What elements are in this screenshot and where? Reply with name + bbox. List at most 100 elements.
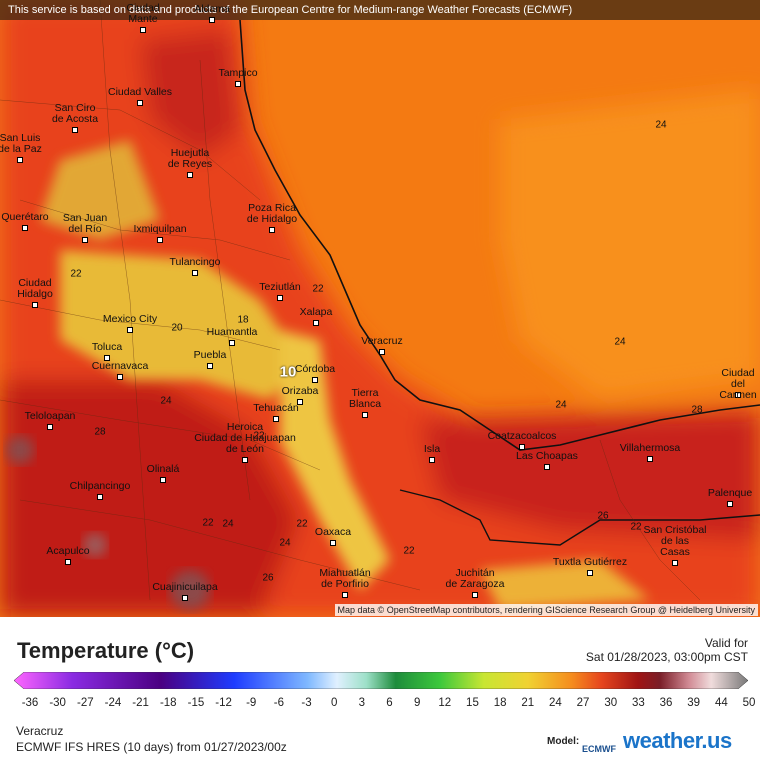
colorbar-tick-label: -30 bbox=[49, 697, 66, 709]
city-label: Huamantla bbox=[206, 326, 258, 338]
city-marker bbox=[117, 374, 123, 380]
city-label: Las Choapas bbox=[516, 450, 578, 462]
city-marker bbox=[342, 592, 348, 598]
city-label: Huejutla de Reyes bbox=[167, 147, 213, 170]
city-label: Cuajinicuilapa bbox=[152, 581, 218, 593]
city-label: Cuernavaca bbox=[91, 360, 149, 372]
contour-label: 22 bbox=[253, 430, 265, 442]
colorbar-tick-label: -27 bbox=[76, 697, 94, 709]
city-label: Toluca bbox=[91, 341, 123, 353]
city-label: San Juan del Río bbox=[62, 212, 108, 235]
city-marker bbox=[140, 27, 146, 33]
city-label: Mexico City bbox=[102, 313, 158, 325]
city-marker bbox=[207, 363, 213, 369]
city-marker bbox=[672, 560, 678, 566]
city-marker bbox=[313, 320, 319, 326]
colorbar-tick-label: 30 bbox=[604, 697, 618, 709]
map-attribution: Map data © OpenStreetMap contributors, r… bbox=[334, 604, 758, 616]
contour-label: 24 bbox=[655, 119, 667, 131]
city-label: Oaxaca bbox=[314, 526, 352, 538]
colorbar-tick-label: 9 bbox=[413, 697, 421, 709]
colorbar-tick-label: 50 bbox=[742, 697, 756, 709]
city-label: San Luis de la Paz bbox=[0, 132, 42, 155]
colorbar-tick-label: -3 bbox=[301, 697, 312, 709]
city-label: Ciudad Valles bbox=[107, 86, 173, 98]
city-marker bbox=[297, 399, 303, 405]
city-label: Querétaro bbox=[1, 211, 49, 223]
city-marker bbox=[362, 412, 368, 418]
contour-label: 26 bbox=[262, 572, 274, 584]
model-label: Model: bbox=[547, 736, 580, 747]
city-label: Teloloapan bbox=[24, 410, 76, 422]
data-source-banner: This service is based on data and produc… bbox=[0, 0, 760, 20]
city-label: Olinalá bbox=[146, 463, 180, 475]
contour-label: 26 bbox=[597, 510, 609, 522]
city-label: Ciudad del Carmen bbox=[719, 367, 757, 401]
city-marker bbox=[269, 227, 275, 233]
city-marker bbox=[235, 81, 241, 87]
colorbar-tick-label: 0 bbox=[330, 697, 338, 709]
valid-label: Valid for bbox=[704, 636, 748, 650]
colorbar bbox=[14, 672, 748, 689]
city-marker bbox=[519, 444, 525, 450]
city-marker bbox=[187, 172, 193, 178]
city-label: Coatzacoalcos bbox=[487, 430, 557, 442]
colorbar-tick-label: 39 bbox=[687, 697, 701, 709]
contour-label: 24 bbox=[279, 537, 291, 549]
city-label: Tulancingo bbox=[169, 256, 221, 268]
city-marker bbox=[209, 17, 215, 23]
city-label: Ciudad Hidalgo bbox=[17, 277, 53, 300]
location-name: Veracruz bbox=[16, 724, 64, 738]
colorbar-tick-label: -18 bbox=[159, 697, 177, 709]
city-marker bbox=[72, 127, 78, 133]
city-marker bbox=[157, 237, 163, 243]
contour-label: 22 bbox=[630, 521, 642, 533]
city-marker bbox=[97, 494, 103, 500]
colorbar-tick-label: -12 bbox=[215, 697, 232, 709]
colorbar-tick-label: 33 bbox=[631, 697, 645, 709]
colorbar-tick-label: -15 bbox=[187, 697, 205, 709]
city-marker bbox=[32, 302, 38, 308]
contour-label: 22 bbox=[403, 545, 415, 557]
city-marker bbox=[273, 416, 279, 422]
city-label: San Cristóbal de las Casas bbox=[643, 524, 707, 558]
city-marker bbox=[242, 457, 248, 463]
city-label: Heroica Ciudad de Huajuapan de León bbox=[194, 421, 296, 455]
contour-label: 22 bbox=[312, 283, 324, 295]
city-label: Tierra Blanca bbox=[348, 387, 382, 410]
city-marker bbox=[429, 457, 435, 463]
legend-title: Temperature (°C) bbox=[17, 638, 195, 663]
temperature-field bbox=[0, 0, 760, 617]
city-label: Villahermosa bbox=[619, 442, 681, 454]
contour-label: 22 bbox=[202, 517, 214, 529]
city-marker bbox=[330, 540, 336, 546]
city-marker bbox=[229, 340, 235, 346]
city-label: Juchitán de Zaragoza bbox=[445, 567, 505, 590]
city-marker bbox=[160, 477, 166, 483]
city-label: Ciudad Mante bbox=[126, 2, 160, 25]
colorbar-tick-label: -36 bbox=[21, 697, 39, 709]
city-label: Córdoba bbox=[294, 363, 336, 375]
colorbar-tick-label: 24 bbox=[549, 697, 562, 709]
city-marker bbox=[104, 355, 110, 361]
city-label: San Ciro de Acosta bbox=[51, 102, 99, 125]
ecmwf-logo: ECMWF bbox=[582, 744, 616, 754]
city-marker bbox=[65, 559, 71, 565]
city-marker bbox=[82, 237, 88, 243]
city-marker bbox=[192, 270, 198, 276]
contour-label: 20 bbox=[171, 322, 183, 334]
city-marker bbox=[17, 157, 23, 163]
colorbar-tick-label: 18 bbox=[493, 697, 507, 709]
city-marker bbox=[472, 592, 478, 598]
city-marker bbox=[727, 501, 733, 507]
city-label: Poza Rica de Hidalgo bbox=[246, 202, 298, 225]
brand-logo[interactable]: weather.us bbox=[623, 728, 732, 753]
city-label: Aldama bbox=[194, 3, 230, 15]
colorbar-tick-label: 27 bbox=[576, 697, 590, 709]
city-marker bbox=[647, 456, 653, 462]
city-label: Tehuacán bbox=[253, 402, 299, 414]
city-label: Isla bbox=[423, 443, 441, 455]
city-marker bbox=[312, 377, 318, 383]
contour-label: 22 bbox=[70, 268, 82, 280]
city-marker bbox=[47, 424, 53, 430]
